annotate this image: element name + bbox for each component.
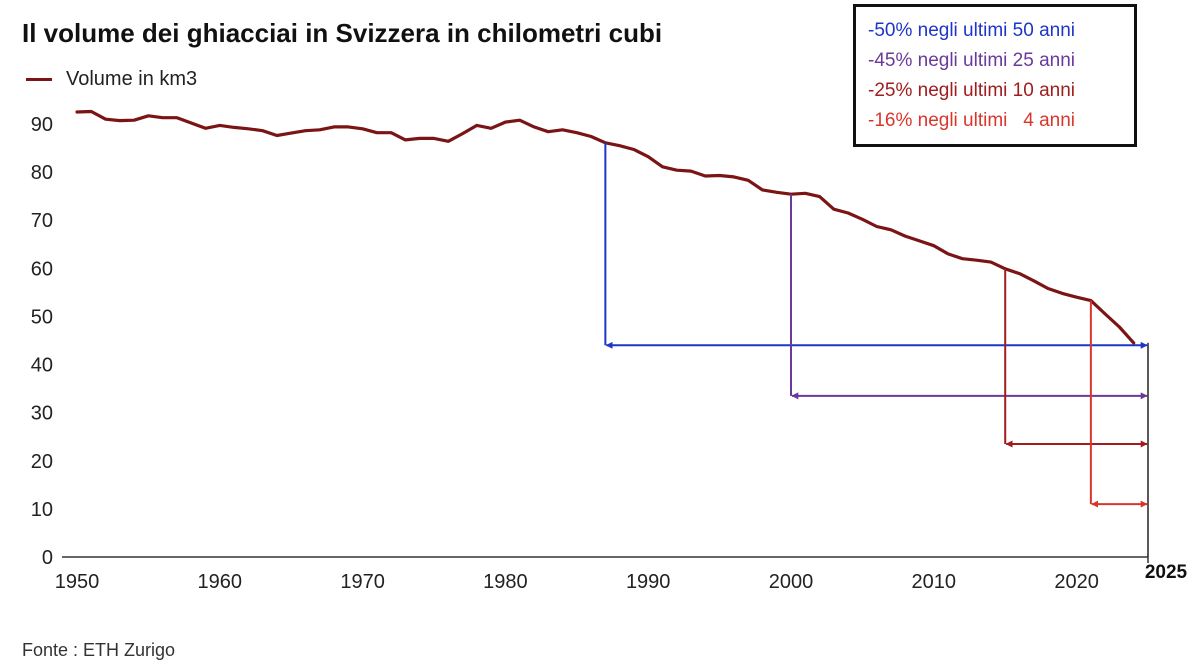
annotation-50-years: -50% negli ultimi 50 anni	[868, 20, 1076, 41]
annotation-box: -50% negli ultimi 50 anni -45% negli ult…	[853, 4, 1137, 147]
source-note: Fonte : ETH Zurigo	[22, 640, 176, 660]
axes	[62, 556, 1149, 563]
y-tick-label: 90	[31, 114, 53, 136]
legend: Volume in km3	[26, 68, 197, 91]
x-tick-label: 1990	[626, 571, 671, 593]
x-tick-label: 1970	[340, 571, 385, 593]
y-tick-label: 0	[42, 547, 53, 569]
y-tick-label: 40	[31, 355, 53, 377]
legend-label: Volume in km3	[66, 68, 198, 90]
annotation-10-years: -25% negli ultimi 10 anni	[868, 80, 1076, 101]
arrows-layer	[604, 142, 1149, 557]
y-tick-label: 30	[31, 403, 53, 425]
x-tick-label: 1950	[55, 571, 100, 593]
legend-swatch	[26, 78, 52, 81]
y-tick-label: 80	[31, 162, 53, 184]
y-tick-label: 50	[31, 306, 53, 328]
y-tick-label: 70	[31, 210, 53, 232]
y-tick-label: 60	[31, 258, 53, 280]
y-tick-label: 20	[31, 451, 53, 473]
y-tick-label: 10	[31, 499, 53, 521]
x-end-label: 2025	[1145, 562, 1188, 583]
x-tick-label: 2010	[912, 571, 957, 593]
x-tick-label: 2000	[769, 571, 814, 593]
annotation-4-years: -16% negli ultimi 4 anni	[868, 110, 1075, 131]
x-tick-label: 2020	[1054, 571, 1099, 593]
chart-title: Il volume dei ghiacciai in Svizzera in c…	[22, 18, 663, 48]
x-tick-label: 1980	[483, 571, 528, 593]
x-tick-label: 1960	[198, 571, 243, 593]
annotation-25-years: -45% negli ultimi 25 anni	[868, 50, 1076, 71]
tick-labels: 0 10 20 30 40 50 60 70 80 90 1950 1960 1970 1980 1990 2…	[31, 114, 1188, 593]
